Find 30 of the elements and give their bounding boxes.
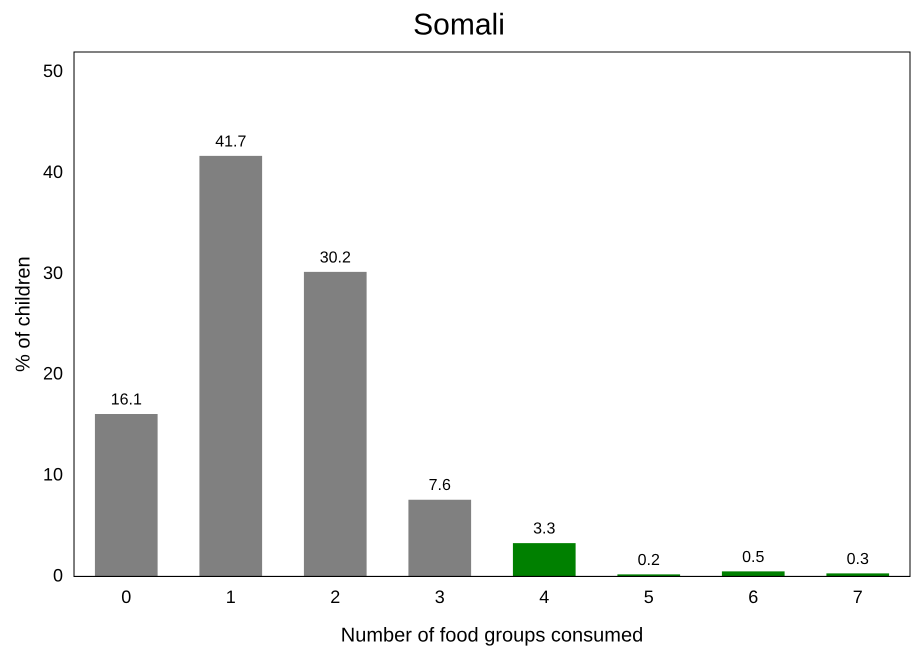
bar [512,543,576,576]
y-tick-label: 10 [42,464,64,485]
data-label: 0.3 [846,550,869,568]
y-tick-label: 20 [42,364,64,384]
data-label: 7.6 [428,477,451,494]
x-tick-label: 3 [434,587,445,608]
y-axis-title: % of children [12,256,35,372]
y-tick-label: 50 [42,61,64,82]
bar [408,500,472,576]
bar [199,156,262,576]
data-label: 30.2 [320,249,351,266]
y-tick-label: 0 [53,565,64,586]
x-tick-label: 7 [852,587,863,608]
bar [94,414,158,576]
data-label: 16.1 [110,391,142,408]
chart-title: Somali [413,8,505,42]
x-tick-label: 2 [330,587,340,608]
x-tick-label: 5 [644,587,654,608]
x-axis-title: Number of food groups consumed [340,624,644,647]
data-label: 0.2 [638,552,660,569]
y-tick-label: 40 [42,162,64,182]
x-tick-label: 1 [226,587,236,608]
data-label: 41.7 [215,133,246,150]
x-tick-label: 4 [539,587,550,608]
data-label: 3.3 [533,520,556,538]
bar [304,272,367,576]
x-tick-label: 0 [121,587,132,608]
data-label: 0.5 [742,548,764,566]
y-tick-label: 30 [42,262,64,283]
x-tick-label: 6 [748,587,758,608]
